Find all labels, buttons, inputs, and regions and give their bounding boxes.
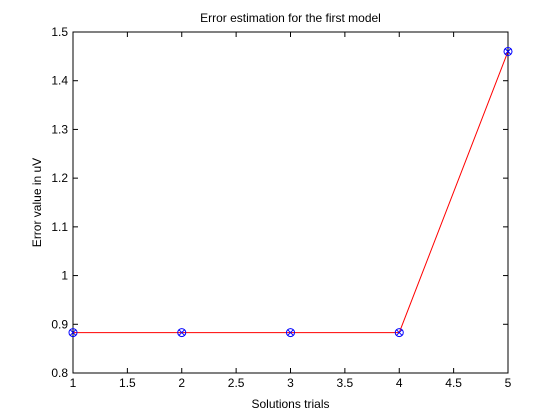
y-tick-label: 1.5 [51,25,68,39]
data-point [503,46,513,56]
x-tick-label: 1.5 [119,376,136,390]
y-tick-label: 0.8 [51,366,68,380]
y-tick-label: 0.9 [51,317,68,331]
x-tick-label: 4 [396,376,403,390]
x-axis: 1 1.5 2 2.5 3 3.5 4 4.5 5 [70,32,512,390]
data-point-cross [69,329,77,336]
data-point-circle [286,328,295,338]
x-tick-label: 2 [178,376,185,390]
chart-title: Error estimation for the first model [200,11,381,25]
x-tick-label: 3.5 [337,376,354,390]
y-tick-label: 1.3 [51,122,68,136]
x-tick-label: 2.5 [228,376,245,390]
data-point-cross [178,329,186,336]
data-point-circle [177,328,187,338]
data-point-cross [287,329,294,336]
data-point [286,328,295,338]
y-tick-label: 1.4 [51,74,68,88]
data-point-circle [68,328,78,338]
x-tick-label: 4.5 [445,376,462,390]
data-point [68,328,78,338]
data-point [394,328,404,338]
y-axis: 0.8 0.9 1 1.1 1.2 1.3 1.4 1.5 [51,25,508,380]
x-tick-label: 1 [70,376,77,390]
data-point [177,328,187,338]
x-tick-label: 5 [505,376,512,390]
series-layer [68,46,513,338]
data-point-cross [395,329,403,336]
y-tick-label: 1.1 [51,220,68,234]
data-point-cross [504,48,512,55]
x-tick-label: 3 [287,376,294,390]
y-tick-label: 1.2 [51,171,68,185]
y-tick-label: 1 [61,269,68,283]
x-axis-label: Solutions trials [251,397,329,411]
y-axis-label: Error value in uV [30,158,44,247]
plot-area [72,31,509,374]
data-point-circle [394,328,404,338]
data-point-circle [503,46,513,56]
